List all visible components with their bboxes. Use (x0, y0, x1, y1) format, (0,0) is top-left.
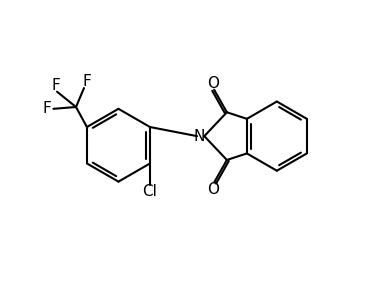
Text: O: O (208, 76, 219, 91)
Text: F: F (82, 74, 91, 89)
Text: N: N (193, 129, 205, 144)
Text: Cl: Cl (142, 184, 158, 199)
Text: F: F (43, 101, 52, 116)
Text: O: O (208, 182, 219, 197)
Text: F: F (52, 78, 60, 93)
